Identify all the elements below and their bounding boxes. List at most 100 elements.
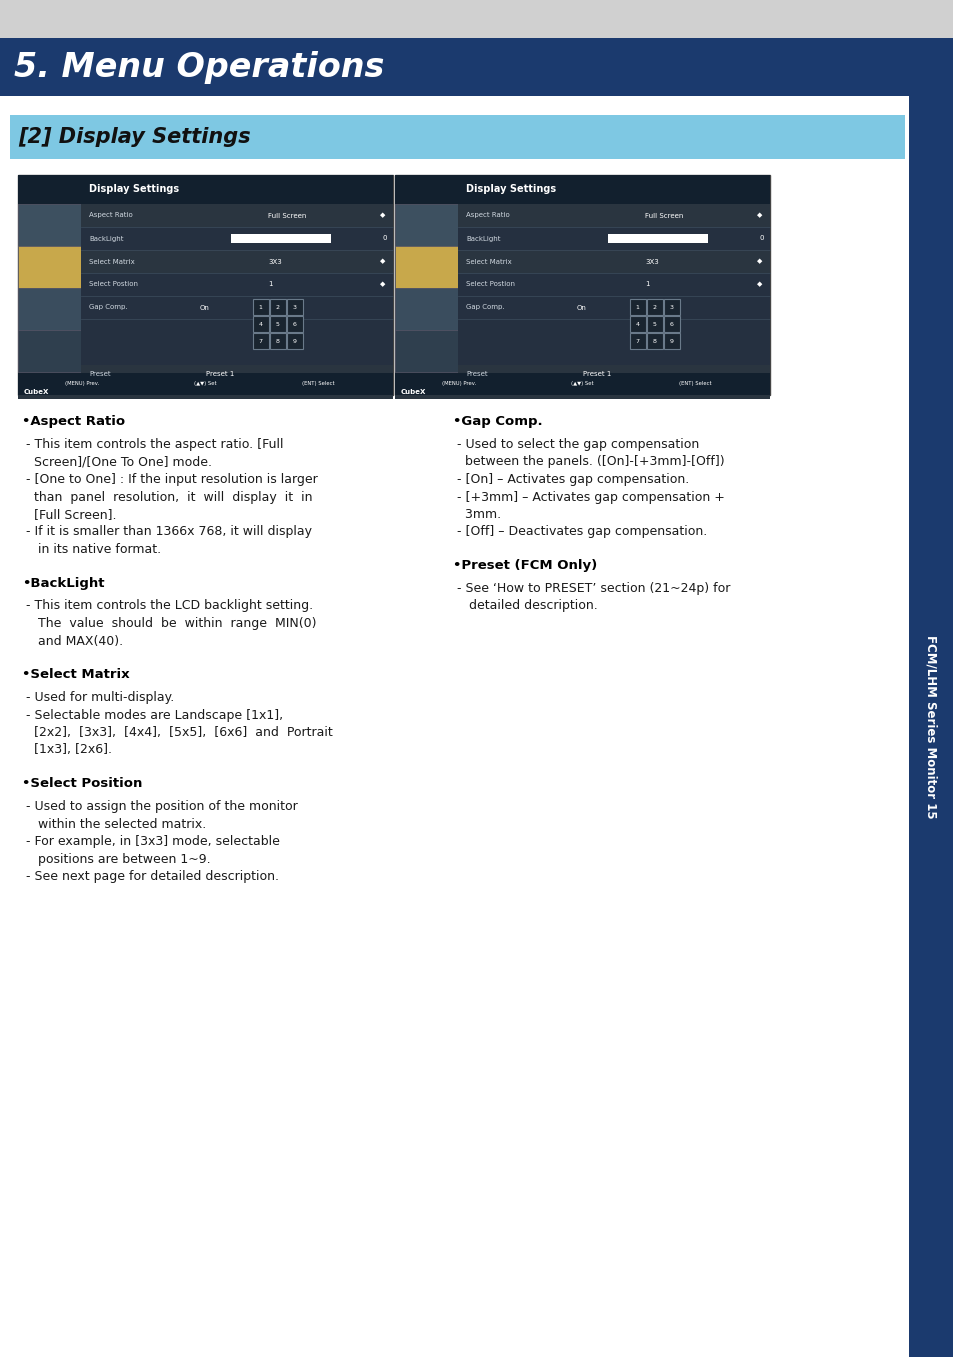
Bar [663,334,679,350]
Text: On: On [576,304,586,311]
Text: 9: 9 [293,339,296,343]
Text: [2] Display Settings: [2] Display Settings [18,128,251,147]
Bar [253,334,269,350]
Text: ◆: ◆ [380,281,385,288]
Bar [646,300,662,315]
Bar [395,204,457,246]
Text: ◆: ◆ [757,281,761,288]
Text: 3mm.: 3mm. [456,508,500,521]
Bar [395,246,457,288]
Text: •BackLight: •BackLight [22,577,105,589]
Text: BackLight: BackLight [465,236,500,242]
Bar [270,316,285,332]
Bar [18,288,81,330]
Bar [18,204,81,246]
Bar [253,300,269,315]
Text: •Aspect Ratio: •Aspect Ratio [22,415,125,427]
Bar [0,0,953,38]
Bar [81,365,393,384]
Text: Full Screen: Full Screen [644,213,683,218]
Bar [18,175,393,395]
Text: - [On] – Activates gap compensation.: - [On] – Activates gap compensation. [456,474,688,486]
Text: [1x3], [2x6].: [1x3], [2x6]. [26,744,112,756]
Text: 4: 4 [258,322,262,327]
Text: Display Settings: Display Settings [89,185,179,194]
Text: On: On [199,304,210,311]
Text: 3: 3 [293,305,296,309]
Text: 0: 0 [759,236,763,242]
Text: - Selectable modes are Landscape [1x1],: - Selectable modes are Landscape [1x1], [26,708,283,722]
Bar [663,316,679,332]
Bar [18,330,81,372]
Bar [270,300,285,315]
Bar [457,227,769,250]
Bar [457,204,769,227]
Bar [646,316,662,332]
Bar [395,175,769,204]
Bar [81,227,393,250]
Bar [81,204,393,227]
Bar [395,373,769,395]
Bar [286,334,302,350]
Bar [286,316,302,332]
Text: - This item controls the LCD backlight setting.: - This item controls the LCD backlight s… [26,600,313,612]
Bar [646,334,662,350]
Text: Preset 1: Preset 1 [206,372,233,377]
Text: [Full Screen].: [Full Screen]. [26,508,116,521]
Text: 6: 6 [669,322,673,327]
Text: 1: 1 [635,305,639,309]
Bar [18,246,81,288]
Text: (MENU) Prev.: (MENU) Prev. [441,381,476,387]
Bar [18,175,393,204]
Text: 1: 1 [268,281,273,288]
Text: Full Screen: Full Screen [268,213,306,218]
Text: 9: 9 [669,339,673,343]
Bar [629,334,645,350]
Bar [607,235,707,243]
Text: - For example, in [3x3] mode, selectable: - For example, in [3x3] mode, selectable [26,835,279,848]
Bar [629,300,645,315]
Text: detailed description.: detailed description. [456,600,598,612]
Text: •Select Position: •Select Position [22,778,142,790]
Text: 5: 5 [652,322,656,327]
Text: (▲▼) Set: (▲▼) Set [194,381,216,387]
Bar [395,288,457,330]
Text: - See next page for detailed description.: - See next page for detailed description… [26,870,278,883]
Text: [2x2],  [3x3],  [4x4],  [5x5],  [6x6]  and  Portrait: [2x2], [3x3], [4x4], [5x5], [6x6] and Po… [26,726,333,740]
Text: •Preset (FCM Only): •Preset (FCM Only) [453,559,597,573]
Text: 8: 8 [275,339,279,343]
Text: 1: 1 [644,281,649,288]
Text: within the selected matrix.: within the selected matrix. [26,817,206,830]
Bar [457,296,769,365]
Text: in its native format.: in its native format. [26,543,161,556]
Text: positions are between 1~9.: positions are between 1~9. [26,852,211,866]
Bar [231,235,331,243]
Bar [457,365,769,384]
Text: •Gap Comp.: •Gap Comp. [453,415,542,427]
Text: Preset: Preset [465,372,487,377]
Text: - [+3mm] – Activates gap compensation +: - [+3mm] – Activates gap compensation + [456,490,724,503]
Bar [0,38,953,96]
Text: Gap Comp.: Gap Comp. [89,304,128,311]
Text: 3: 3 [669,305,673,309]
Bar [10,115,904,159]
Text: than  panel  resolution,  it  will  display  it  in: than panel resolution, it will display i… [26,490,313,503]
Text: 2: 2 [652,305,656,309]
Text: 8: 8 [652,339,656,343]
Text: 1: 1 [258,305,262,309]
Text: - This item controls the aspect ratio. [Full: - This item controls the aspect ratio. [… [26,438,283,451]
Text: Preset: Preset [89,372,111,377]
Text: 6: 6 [293,322,296,327]
Text: 5: 5 [275,322,279,327]
Bar [253,316,269,332]
Text: Aspect Ratio: Aspect Ratio [465,213,509,218]
Text: Screen]/[One To One] mode.: Screen]/[One To One] mode. [26,456,212,468]
Text: The  value  should  be  within  range  MIN(0): The value should be within range MIN(0) [26,617,316,630]
Bar [457,250,769,273]
Text: and MAX(40).: and MAX(40). [26,635,123,647]
Text: Preset 1: Preset 1 [582,372,611,377]
Text: 7: 7 [258,339,262,343]
Bar [908,96,953,1357]
Text: CubeX: CubeX [400,388,426,395]
Bar [629,316,645,332]
